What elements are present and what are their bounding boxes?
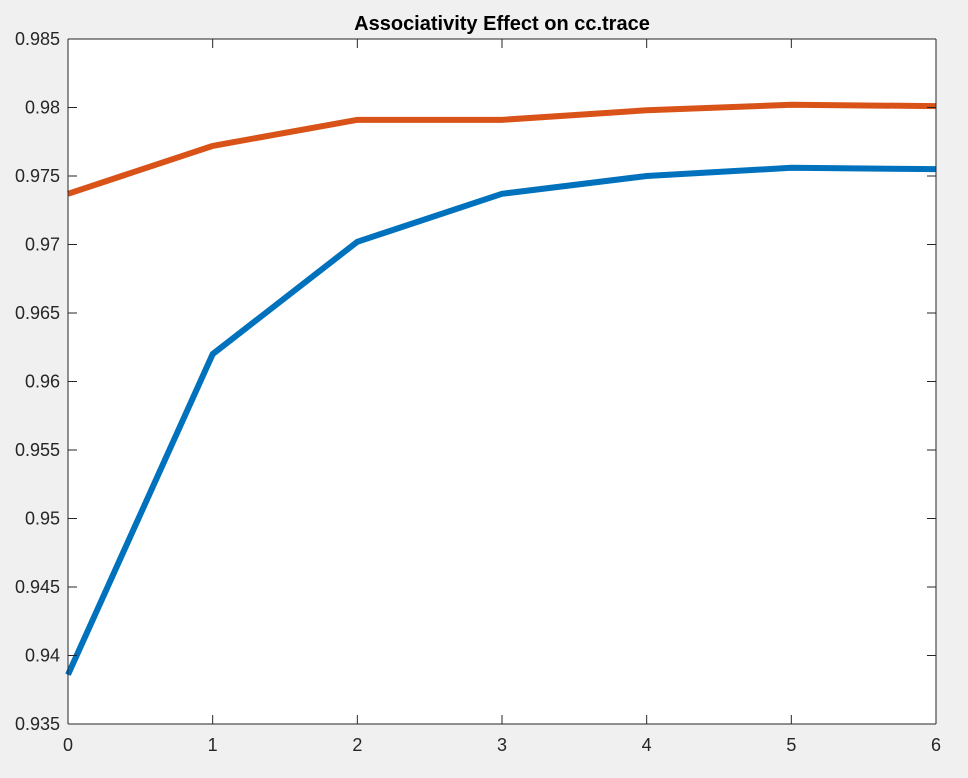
series-layer xyxy=(65,101,937,676)
y-tick-label: 0.985 xyxy=(15,29,60,49)
y-tick-label: 0.965 xyxy=(15,303,60,323)
x-tick-label: 4 xyxy=(642,735,652,755)
chart-title: Associativity Effect on cc.trace xyxy=(354,13,650,35)
y-tick-label: 0.975 xyxy=(15,166,60,186)
x-tick-label: 6 xyxy=(931,735,941,755)
y-tick-label: 0.98 xyxy=(25,98,60,118)
ticks-layer: 0 1 2 3 4 5 6 0.935 0.94 0.945 0.95 0.955 0.96 0.965 0… xyxy=(15,29,941,755)
y-tick-label: 0.935 xyxy=(15,714,60,734)
x-tick-label: 0 xyxy=(63,735,73,755)
y-tick-label: 0.945 xyxy=(15,577,60,597)
x-tick-label: 2 xyxy=(352,735,362,755)
x-tick-label: 1 xyxy=(208,735,218,755)
x-tick-label: 3 xyxy=(497,735,507,755)
series-line-2 xyxy=(67,101,937,197)
x-tick-label: 5 xyxy=(786,735,796,755)
y-tick-label: 0.95 xyxy=(25,509,60,529)
axes-background xyxy=(68,39,936,724)
y-tick-label: 0.94 xyxy=(25,646,60,666)
y-tick-label: 0.96 xyxy=(25,372,60,392)
series-line-1 xyxy=(65,164,937,676)
y-tick-label: 0.955 xyxy=(15,440,60,460)
y-tick-label: 0.97 xyxy=(25,235,60,255)
